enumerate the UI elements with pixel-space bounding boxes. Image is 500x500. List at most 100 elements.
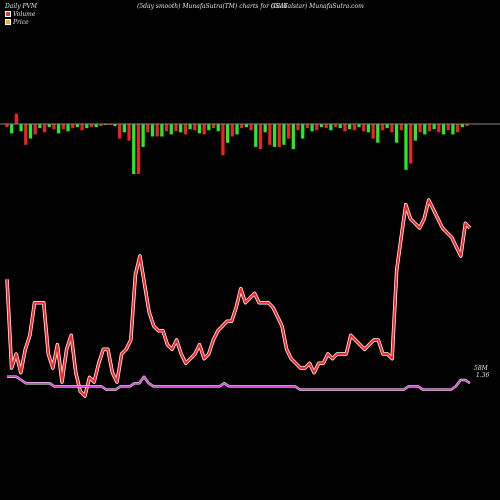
- volume-bar: [301, 124, 305, 139]
- chart-header-left: Daily PVM: [5, 3, 38, 10]
- volume-bar: [19, 124, 23, 132]
- volume-bar: [118, 124, 122, 139]
- volume-bar: [437, 124, 441, 133]
- volume-bar: [136, 124, 141, 174]
- volume-bar: [249, 124, 253, 131]
- volume-bar: [272, 124, 277, 147]
- volume-bar: [221, 124, 225, 156]
- chart-header-title: (5day smooth) MunafaSutra(TM) charts for…: [137, 3, 288, 10]
- volume-bar: [258, 124, 263, 149]
- volume-bar: [465, 124, 469, 127]
- volume-bar: [338, 124, 342, 129]
- volume-bar: [75, 124, 80, 128]
- volume-bar: [56, 124, 61, 134]
- volume-bar: [348, 124, 352, 130]
- volume-bar: [362, 124, 366, 132]
- volume-bar: [385, 124, 389, 129]
- volume-bar: [427, 124, 432, 132]
- legend-price-label: Price: [13, 18, 29, 26]
- volume-bar: [277, 124, 281, 147]
- volume-bar: [371, 124, 375, 139]
- volume-bar: [5, 124, 9, 128]
- volume-bar: [42, 124, 47, 133]
- volume-bar: [286, 124, 291, 139]
- volume-bar: [333, 124, 338, 128]
- volume-bar: [216, 124, 220, 132]
- volume-bar: [61, 124, 65, 130]
- volume-bar: [52, 124, 56, 130]
- volume-bar: [14, 113, 19, 124]
- volume-bar: [409, 124, 413, 164]
- volume-bar: [71, 124, 75, 129]
- volume-bar: [66, 124, 70, 132]
- volume-bar: [291, 124, 295, 149]
- volume-bar: [141, 124, 145, 147]
- volume-bar: [455, 124, 460, 133]
- volume-bar: [413, 124, 418, 141]
- volume-bar: [441, 124, 446, 135]
- volume-bar: [127, 124, 131, 141]
- legend-volume-label: Volume: [13, 10, 36, 18]
- volume-bar: [211, 124, 216, 129]
- volume-bar: [230, 124, 234, 137]
- volume-bar: [155, 124, 159, 137]
- volume-bar: [174, 124, 178, 132]
- volume-bar: [380, 124, 385, 131]
- volume-bar: [150, 124, 155, 137]
- volume-average-line: [7, 376, 471, 391]
- volume-bar: [305, 124, 310, 129]
- volume-bar: [268, 124, 272, 145]
- volume-bar: [315, 124, 319, 131]
- legend-item-volume: Volume: [5, 10, 35, 18]
- volume-bar: [28, 124, 33, 139]
- volume-bar: [282, 124, 286, 145]
- volume-bar: [169, 124, 173, 135]
- volume-bar: [38, 124, 42, 129]
- annotation-volume-value: 58M: [474, 365, 489, 372]
- volume-bar: [103, 124, 108, 126]
- volume-bar: [376, 124, 380, 143]
- legend-item-price: Price: [5, 18, 35, 26]
- volume-bar: [404, 124, 408, 170]
- volume-bar: [296, 124, 300, 131]
- volume-bar: [390, 124, 394, 133]
- legend-price-swatch: [5, 19, 11, 25]
- volume-bar: [263, 124, 267, 133]
- volume-bar: [352, 124, 356, 131]
- volume-bar: [24, 124, 28, 145]
- volume-bar: [254, 124, 258, 147]
- volume-bar: [113, 124, 117, 127]
- volume-bar: [193, 124, 197, 131]
- volume-bar: [324, 124, 328, 129]
- volume-bar: [357, 124, 361, 128]
- volume-bar: [432, 124, 436, 130]
- volume-bar: [108, 124, 112, 126]
- volume-bar: [394, 124, 399, 143]
- volume-bar: [207, 124, 211, 131]
- volume-bar: [399, 124, 403, 131]
- volume-bar: [183, 124, 188, 135]
- volume-bar: [418, 124, 422, 133]
- volume-bar: [202, 124, 206, 135]
- volume-bar: [244, 124, 249, 128]
- volume-bar: [460, 124, 464, 128]
- volume-bar: [310, 124, 314, 132]
- annotation-price-value: 1.36: [476, 372, 490, 379]
- volume-bar: [89, 124, 94, 128]
- volume-bar: [47, 124, 51, 128]
- volume-bar: [179, 124, 183, 133]
- volume-bar: [188, 124, 192, 130]
- volume-bar: [319, 124, 324, 128]
- volume-bar: [366, 124, 371, 133]
- volume-bar: [99, 124, 103, 127]
- volume-bar: [33, 124, 37, 135]
- volume-bar: [10, 124, 14, 134]
- volume-bar: [446, 124, 450, 131]
- price-line: [6, 199, 471, 397]
- volume-bar: [160, 124, 164, 137]
- chart-header-right: (Globalstar) MunafaSutra.com: [271, 3, 364, 10]
- volume-bar: [240, 124, 244, 129]
- legend: Volume Price: [5, 10, 35, 26]
